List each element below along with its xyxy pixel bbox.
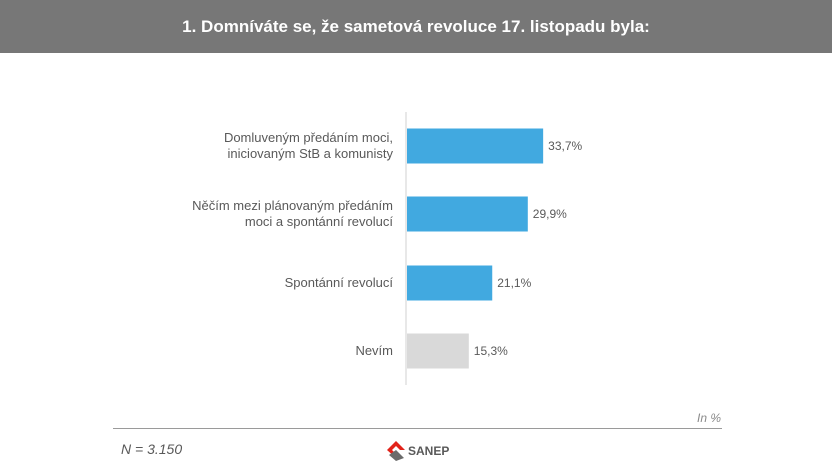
category-label-line: iniciovaným StB a komunisty bbox=[228, 146, 394, 161]
bar-3 bbox=[407, 333, 469, 369]
category-label-line: moci a spontánní revolucí bbox=[245, 214, 394, 229]
value-label-3: 15,3% bbox=[474, 344, 508, 358]
value-label-2: 21,1% bbox=[497, 276, 531, 290]
title-banner: 1. Domníváte se, že sametová revoluce 17… bbox=[0, 0, 832, 53]
value-label-1: 29,9% bbox=[533, 207, 567, 221]
value-label-0: 33,7% bbox=[548, 139, 582, 153]
category-label-line: Domluveným předáním moci, bbox=[224, 130, 393, 145]
category-label-3: Nevím bbox=[355, 343, 393, 358]
category-label-line: Spontánní revolucí bbox=[285, 275, 394, 290]
bar-2 bbox=[407, 265, 493, 301]
sample-size-note: N = 3.150 bbox=[121, 441, 183, 457]
bar-0 bbox=[407, 128, 544, 164]
category-label-line: Něčím mezi plánovaným předáním bbox=[192, 198, 393, 213]
category-label-1: Něčím mezi plánovaným předáním moci a spo… bbox=[192, 198, 393, 229]
unit-note: In % bbox=[696, 411, 721, 425]
sanep-logo-icon bbox=[387, 441, 405, 461]
logo-text: SANEP bbox=[408, 444, 450, 458]
category-label-0: Domluveným předáním moci, iniciovaným StB… bbox=[224, 130, 394, 161]
category-label-2: Spontánní revolucí bbox=[285, 275, 394, 290]
category-label-line: Nevím bbox=[355, 343, 393, 358]
sanep-logo: SANEP bbox=[386, 440, 449, 462]
footer-divider bbox=[113, 428, 722, 429]
chart-title: 1. Domníváte se, že sametová revoluce 17… bbox=[182, 16, 650, 36]
bar-1 bbox=[407, 196, 528, 232]
